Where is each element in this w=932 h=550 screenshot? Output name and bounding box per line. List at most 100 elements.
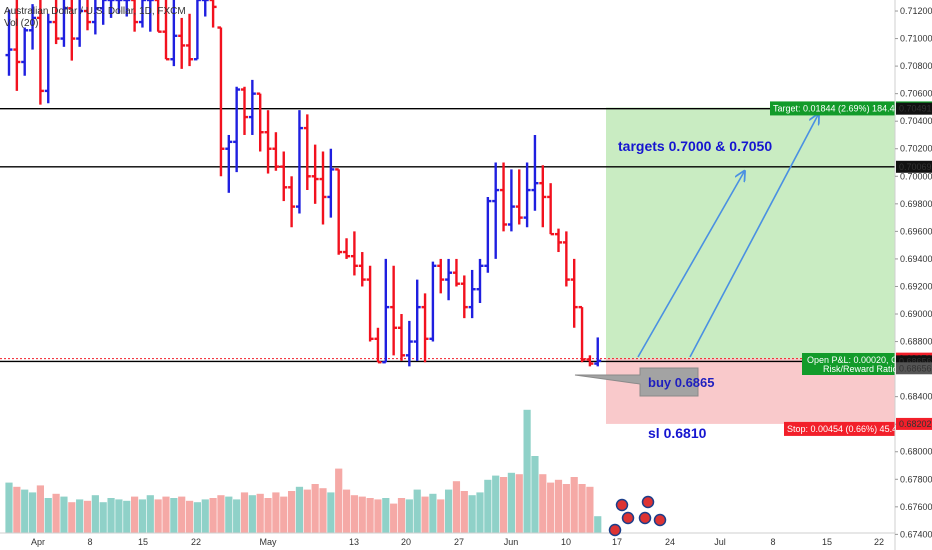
event-icons[interactable] <box>608 495 667 537</box>
ohlc-bar <box>107 0 115 18</box>
economic-event-icon[interactable] <box>638 511 652 525</box>
ohlc-bar <box>303 114 311 191</box>
time-tick-label: May <box>259 537 277 547</box>
volume-bar <box>60 496 68 533</box>
volume-bar <box>91 495 99 533</box>
ohlc-bar <box>36 0 44 105</box>
volume-bar <box>256 493 264 533</box>
economic-event-icon[interactable] <box>608 523 622 537</box>
volume-bar <box>547 482 555 533</box>
economic-event-icon[interactable] <box>615 498 629 512</box>
time-tick-label: Apr <box>31 537 45 547</box>
ohlc-bar <box>562 231 570 287</box>
volume-bar <box>193 502 201 533</box>
ohlc-bar <box>29 4 37 50</box>
volume-bar <box>225 496 233 533</box>
stop-label[interactable]: Stop: 0.00454 (0.66%) 45.4 <box>787 424 897 434</box>
ohlc-bar <box>523 162 531 228</box>
economic-event-icon[interactable] <box>641 495 655 509</box>
ohlc-bar <box>44 13 52 104</box>
volume-bar <box>350 495 358 533</box>
economic-event-icon[interactable] <box>653 513 667 527</box>
target-arrow-1[interactable] <box>637 172 744 358</box>
volume-bar <box>123 500 131 533</box>
ohlc-bar <box>547 183 555 236</box>
price-tag-label: 0.68656 <box>899 356 932 366</box>
volume-bar <box>515 474 523 533</box>
ohlc-bar <box>507 169 515 232</box>
volume-bar <box>468 495 476 533</box>
time-tick-label: 10 <box>561 537 571 547</box>
time-tick-label: Jul <box>714 537 726 547</box>
time-tick-label: 20 <box>401 537 411 547</box>
volume-bar <box>335 468 343 533</box>
ohlc-bar <box>350 231 358 276</box>
volume-bar <box>397 498 406 533</box>
volume-indicator-label: Vol (20) <box>4 18 38 29</box>
ohlc-bar <box>476 258 484 303</box>
volume-bar <box>445 489 453 533</box>
target-label-bg[interactable] <box>770 101 902 116</box>
symbol-title: Australian Dollar / U.S. Dollar, 1D, FXC… <box>4 6 186 17</box>
volume-bar <box>44 498 52 533</box>
volume-bar <box>68 502 76 533</box>
ohlc-bar <box>272 132 280 171</box>
ohlc-bar <box>335 168 343 255</box>
volume-bar <box>539 474 547 533</box>
target-label[interactable]: Target: 0.01844 (2.69%) 184.4 <box>773 103 895 113</box>
ohlc-bar <box>515 169 523 225</box>
ohlc-bar <box>358 252 366 287</box>
volume-bar <box>374 499 382 533</box>
ohlc-bar <box>201 0 209 17</box>
open-pl-label[interactable]: Open P&L: 0.00020, Q <box>807 355 898 365</box>
ohlc-bar <box>233 86 241 173</box>
volume-bar <box>272 492 280 533</box>
ohlc-bar <box>500 162 508 232</box>
volume-bar <box>531 456 539 533</box>
stop-label-bg[interactable] <box>784 421 902 436</box>
ohlc-bar <box>186 13 194 67</box>
open-pl-label-bg[interactable] <box>802 353 900 375</box>
volume-bar <box>421 496 429 533</box>
volume-bar <box>586 486 594 533</box>
volume-bar <box>484 479 492 533</box>
economic-event-icon[interactable] <box>621 511 635 525</box>
volume-bar <box>311 484 319 533</box>
volume-bar <box>13 486 21 533</box>
buy-callout-shape[interactable] <box>574 367 699 397</box>
risk-reward-label[interactable]: Risk/Reward Ratio <box>823 364 898 374</box>
price-tick-label: 0.69800 <box>900 199 932 209</box>
volume-bar <box>303 489 311 533</box>
ohlc-bar <box>327 148 335 218</box>
volume-bar <box>327 492 335 533</box>
annotations[interactable]: targets 0.7000 & 0.7050 buy 0.6865 sl 0.68… <box>574 101 902 441</box>
ohlc-bar <box>84 0 91 31</box>
ohlc-bar <box>382 258 390 364</box>
ohlc-bar <box>319 151 327 225</box>
volume-bar <box>107 498 115 533</box>
sl-note[interactable]: sl 0.6810 <box>648 425 707 441</box>
volume-bar <box>382 498 390 533</box>
horizontal-lines[interactable] <box>0 107 895 363</box>
price-tick-label: 0.67600 <box>900 502 932 512</box>
buy-note[interactable]: buy 0.6865 <box>648 375 715 390</box>
volume-bar <box>554 479 563 533</box>
volume-bar <box>264 498 272 533</box>
ohlc-bar <box>256 92 264 152</box>
ohlc-bar <box>264 110 272 174</box>
ohlc-bar <box>280 151 288 202</box>
ohlc-bar <box>343 238 351 259</box>
ohlc-bar <box>421 293 429 363</box>
volume-bar <box>201 499 209 533</box>
target-arrow-2[interactable] <box>689 115 818 358</box>
ohlc-bar <box>460 275 468 319</box>
target-zone <box>606 107 895 359</box>
targets-note[interactable]: targets 0.7000 & 0.7050 <box>618 138 772 154</box>
ohlc-bar <box>398 314 405 361</box>
price-tick-label: 0.69400 <box>900 254 932 264</box>
ohlc-bar <box>539 165 547 228</box>
volume-bar <box>390 503 398 533</box>
price-tick-label: 0.70400 <box>900 116 932 126</box>
